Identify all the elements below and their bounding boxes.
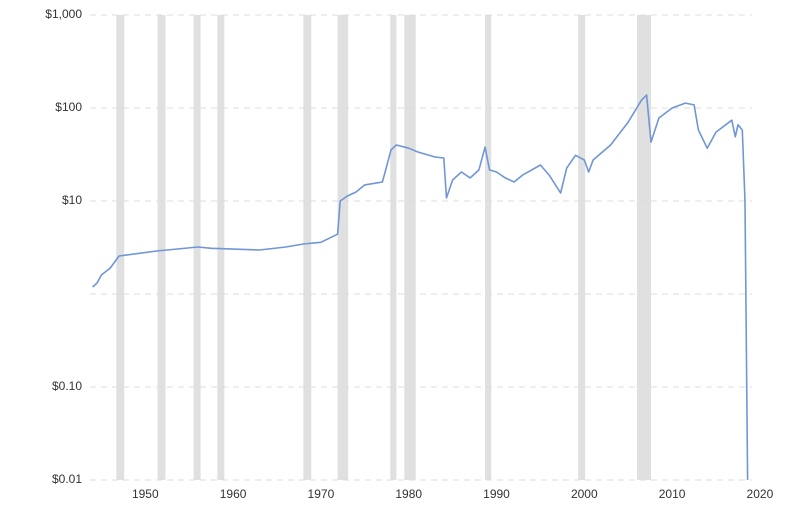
y-tick-label: $1,000 bbox=[45, 7, 82, 21]
x-tick-label: 1980 bbox=[395, 487, 422, 501]
y-tick-label: $100 bbox=[55, 100, 82, 114]
recession-band bbox=[337, 15, 349, 480]
x-tick-label: 1950 bbox=[132, 487, 159, 501]
x-tick-label: 2010 bbox=[659, 487, 686, 501]
recession-band bbox=[217, 15, 225, 480]
recession-band bbox=[157, 15, 166, 480]
x-tick-label: 1960 bbox=[220, 487, 247, 501]
y-tick-label: $0.01 bbox=[52, 472, 82, 486]
y-tick-label: $0.10 bbox=[52, 379, 82, 393]
x-tick-label: 1970 bbox=[308, 487, 335, 501]
recession-band bbox=[303, 15, 312, 480]
recession-band bbox=[390, 15, 397, 480]
x-tick-label: 2020 bbox=[747, 487, 774, 501]
price-line bbox=[92, 94, 749, 481]
recession-band bbox=[485, 15, 492, 480]
x-tick-label: 1990 bbox=[483, 487, 510, 501]
x-tick-label: 2000 bbox=[571, 487, 598, 501]
recession-band bbox=[116, 15, 125, 480]
y-tick-label: $10 bbox=[62, 193, 82, 207]
recession-band bbox=[404, 15, 416, 480]
recession-band bbox=[578, 15, 586, 480]
recession-band bbox=[636, 15, 652, 480]
